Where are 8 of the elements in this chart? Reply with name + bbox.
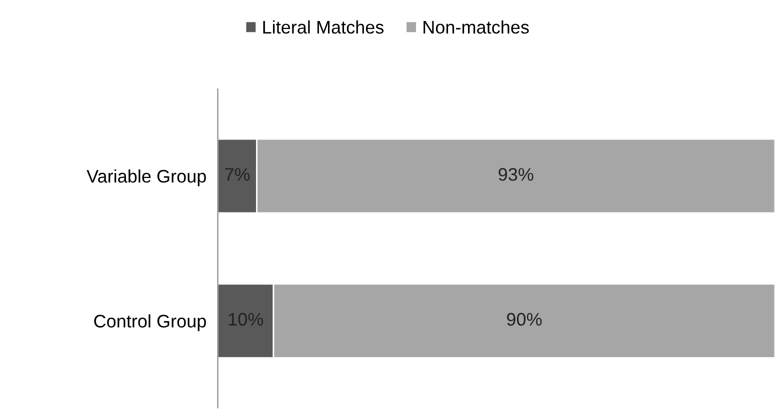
- data-label: 90%: [507, 312, 542, 326]
- data-label: 10%: [228, 312, 264, 326]
- legend-label: Literal Matches: [263, 20, 384, 34]
- data-label: 93%: [498, 168, 534, 181]
- y-tick-label: Variable Group: [86, 169, 206, 186]
- legend-label: Non-matches: [424, 20, 529, 34]
- y-tick-label: Control Group: [94, 314, 206, 332]
- data-label: 7%: [225, 168, 250, 181]
